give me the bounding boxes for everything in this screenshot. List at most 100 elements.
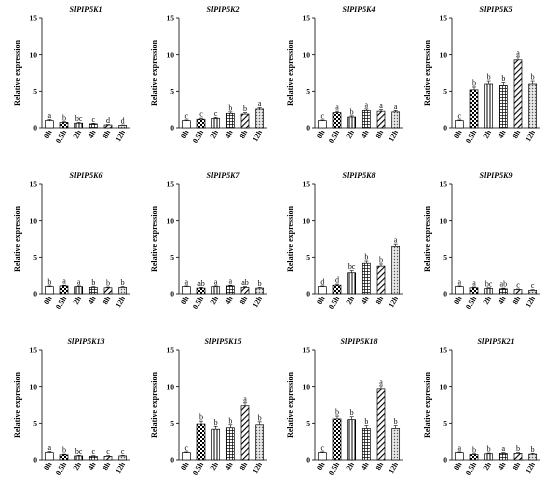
y-tick-label: 15 bbox=[303, 180, 311, 189]
panel-title: SlPIP5K21 bbox=[478, 337, 515, 346]
significance-label: c bbox=[321, 111, 325, 120]
bar bbox=[454, 286, 464, 295]
significance-label: b bbox=[472, 445, 476, 454]
panel-title: SlPIP5K1 bbox=[70, 5, 103, 14]
significance-label: b bbox=[516, 444, 520, 453]
significance-label: a bbox=[229, 277, 233, 286]
x-tick-label: 8h bbox=[100, 294, 112, 306]
significance-label: c bbox=[92, 447, 96, 456]
bar bbox=[103, 455, 113, 461]
y-tick-label: 5 bbox=[33, 253, 37, 262]
x-tick-label: 2h bbox=[344, 294, 356, 306]
x-tick-label: 4h bbox=[86, 294, 98, 306]
x-tick-label: 8h bbox=[510, 460, 522, 472]
y-tick-label: 10 bbox=[440, 216, 448, 225]
y-tick-label: 10 bbox=[303, 382, 311, 391]
x-tick-label: 0h bbox=[179, 128, 191, 140]
x-tick-label: 0.5h bbox=[191, 460, 206, 477]
significance-label: a bbox=[185, 277, 189, 286]
x-tick-label: 12h bbox=[523, 128, 537, 143]
significance-label: c bbox=[199, 110, 203, 119]
bar bbox=[255, 287, 265, 295]
y-tick-label: 15 bbox=[30, 180, 38, 189]
x-tick-label: 4h bbox=[359, 460, 371, 472]
x-tick-label: 12h bbox=[523, 460, 537, 475]
x-tick-label: 2h bbox=[71, 460, 83, 472]
bar bbox=[59, 285, 69, 295]
significance-label: b bbox=[106, 279, 110, 288]
significance-label: c bbox=[458, 111, 462, 120]
bar bbox=[88, 287, 98, 295]
x-tick-label: 8h bbox=[100, 128, 112, 140]
x-tick-label: 2h bbox=[481, 460, 493, 472]
significance-label: b bbox=[364, 253, 368, 262]
x-tick-label: 0h bbox=[42, 460, 54, 472]
y-tick-label: 5 bbox=[443, 253, 447, 262]
bar bbox=[484, 453, 494, 461]
x-tick-label: 12h bbox=[386, 128, 400, 143]
significance-label: a bbox=[258, 99, 262, 108]
x-tick-label: 2h bbox=[208, 128, 220, 140]
x-tick-label: 0h bbox=[315, 460, 327, 472]
bar bbox=[255, 424, 265, 461]
y-axis-label: Relative expression bbox=[423, 206, 432, 272]
chart-panel: SlPIP5K21 Relative expression 0 5 10 15 a 0h b 0.… bbox=[423, 337, 540, 477]
bar bbox=[332, 112, 342, 129]
bar bbox=[469, 454, 479, 461]
y-tick-label: 5 bbox=[33, 419, 37, 428]
bar bbox=[211, 428, 221, 461]
significance-label: a bbox=[214, 277, 218, 286]
bar bbox=[391, 428, 401, 461]
y-tick-label: 10 bbox=[303, 216, 311, 225]
y-tick-label: 15 bbox=[30, 346, 38, 355]
chart-panel: SlPIP5K5 Relative expression 0 5 10 15 c 0h b 0.5… bbox=[423, 5, 540, 145]
bar bbox=[118, 455, 128, 461]
significance-label: a bbox=[394, 102, 398, 111]
x-tick-label: 12h bbox=[113, 128, 127, 143]
x-tick-label: 0.5h bbox=[464, 460, 479, 477]
bar bbox=[513, 289, 523, 295]
x-tick-label: 0h bbox=[315, 294, 327, 306]
panel-title: SlPIP5K5 bbox=[480, 5, 513, 14]
chart-panel: SlPIP5K15 Relative expression 0 5 10 15 c 0h b 0.… bbox=[150, 337, 267, 477]
x-tick-label: 4h bbox=[496, 460, 508, 472]
significance-label: d bbox=[106, 116, 110, 125]
y-tick-label: 10 bbox=[167, 382, 175, 391]
bar bbox=[317, 120, 327, 129]
significance-label: b bbox=[501, 74, 505, 83]
x-tick-label: 8h bbox=[373, 128, 385, 140]
significance-label: b bbox=[350, 408, 354, 417]
significance-label: a bbox=[379, 377, 383, 386]
significance-label: d bbox=[320, 277, 324, 286]
bar bbox=[196, 118, 206, 129]
bar bbox=[469, 89, 479, 129]
bar bbox=[255, 108, 265, 129]
x-tick-label: 8h bbox=[373, 460, 385, 472]
significance-label: b bbox=[62, 113, 66, 122]
significance-label: b bbox=[379, 255, 383, 264]
x-tick-label: 0.5h bbox=[327, 460, 342, 477]
panel-title: SlPIP5K2 bbox=[207, 5, 240, 14]
x-tick-label: 12h bbox=[523, 294, 537, 309]
y-tick-label: 5 bbox=[306, 87, 310, 96]
significance-label: b bbox=[487, 445, 491, 454]
bar bbox=[181, 286, 191, 295]
bar bbox=[44, 286, 54, 295]
significance-label: b bbox=[487, 73, 491, 82]
bar bbox=[225, 427, 235, 461]
y-tick-label: 10 bbox=[30, 50, 38, 59]
significance-label: a bbox=[516, 48, 520, 57]
bar bbox=[454, 120, 464, 129]
x-tick-label: 0.5h bbox=[54, 294, 69, 311]
y-tick-label: 0 bbox=[170, 456, 174, 465]
panel-title: SlPIP5K4 bbox=[343, 5, 376, 14]
x-tick-label: 0.5h bbox=[191, 294, 206, 311]
x-tick-label: 0.5h bbox=[464, 128, 479, 145]
x-tick-label: 2h bbox=[208, 460, 220, 472]
y-tick-label: 15 bbox=[440, 180, 448, 189]
chart-panel: SlPIP5K1 Relative expression 0 5 10 15 a 0h b 0.5… bbox=[13, 5, 130, 145]
bar bbox=[118, 287, 128, 295]
bar bbox=[44, 452, 54, 461]
x-tick-label: 12h bbox=[250, 294, 264, 309]
